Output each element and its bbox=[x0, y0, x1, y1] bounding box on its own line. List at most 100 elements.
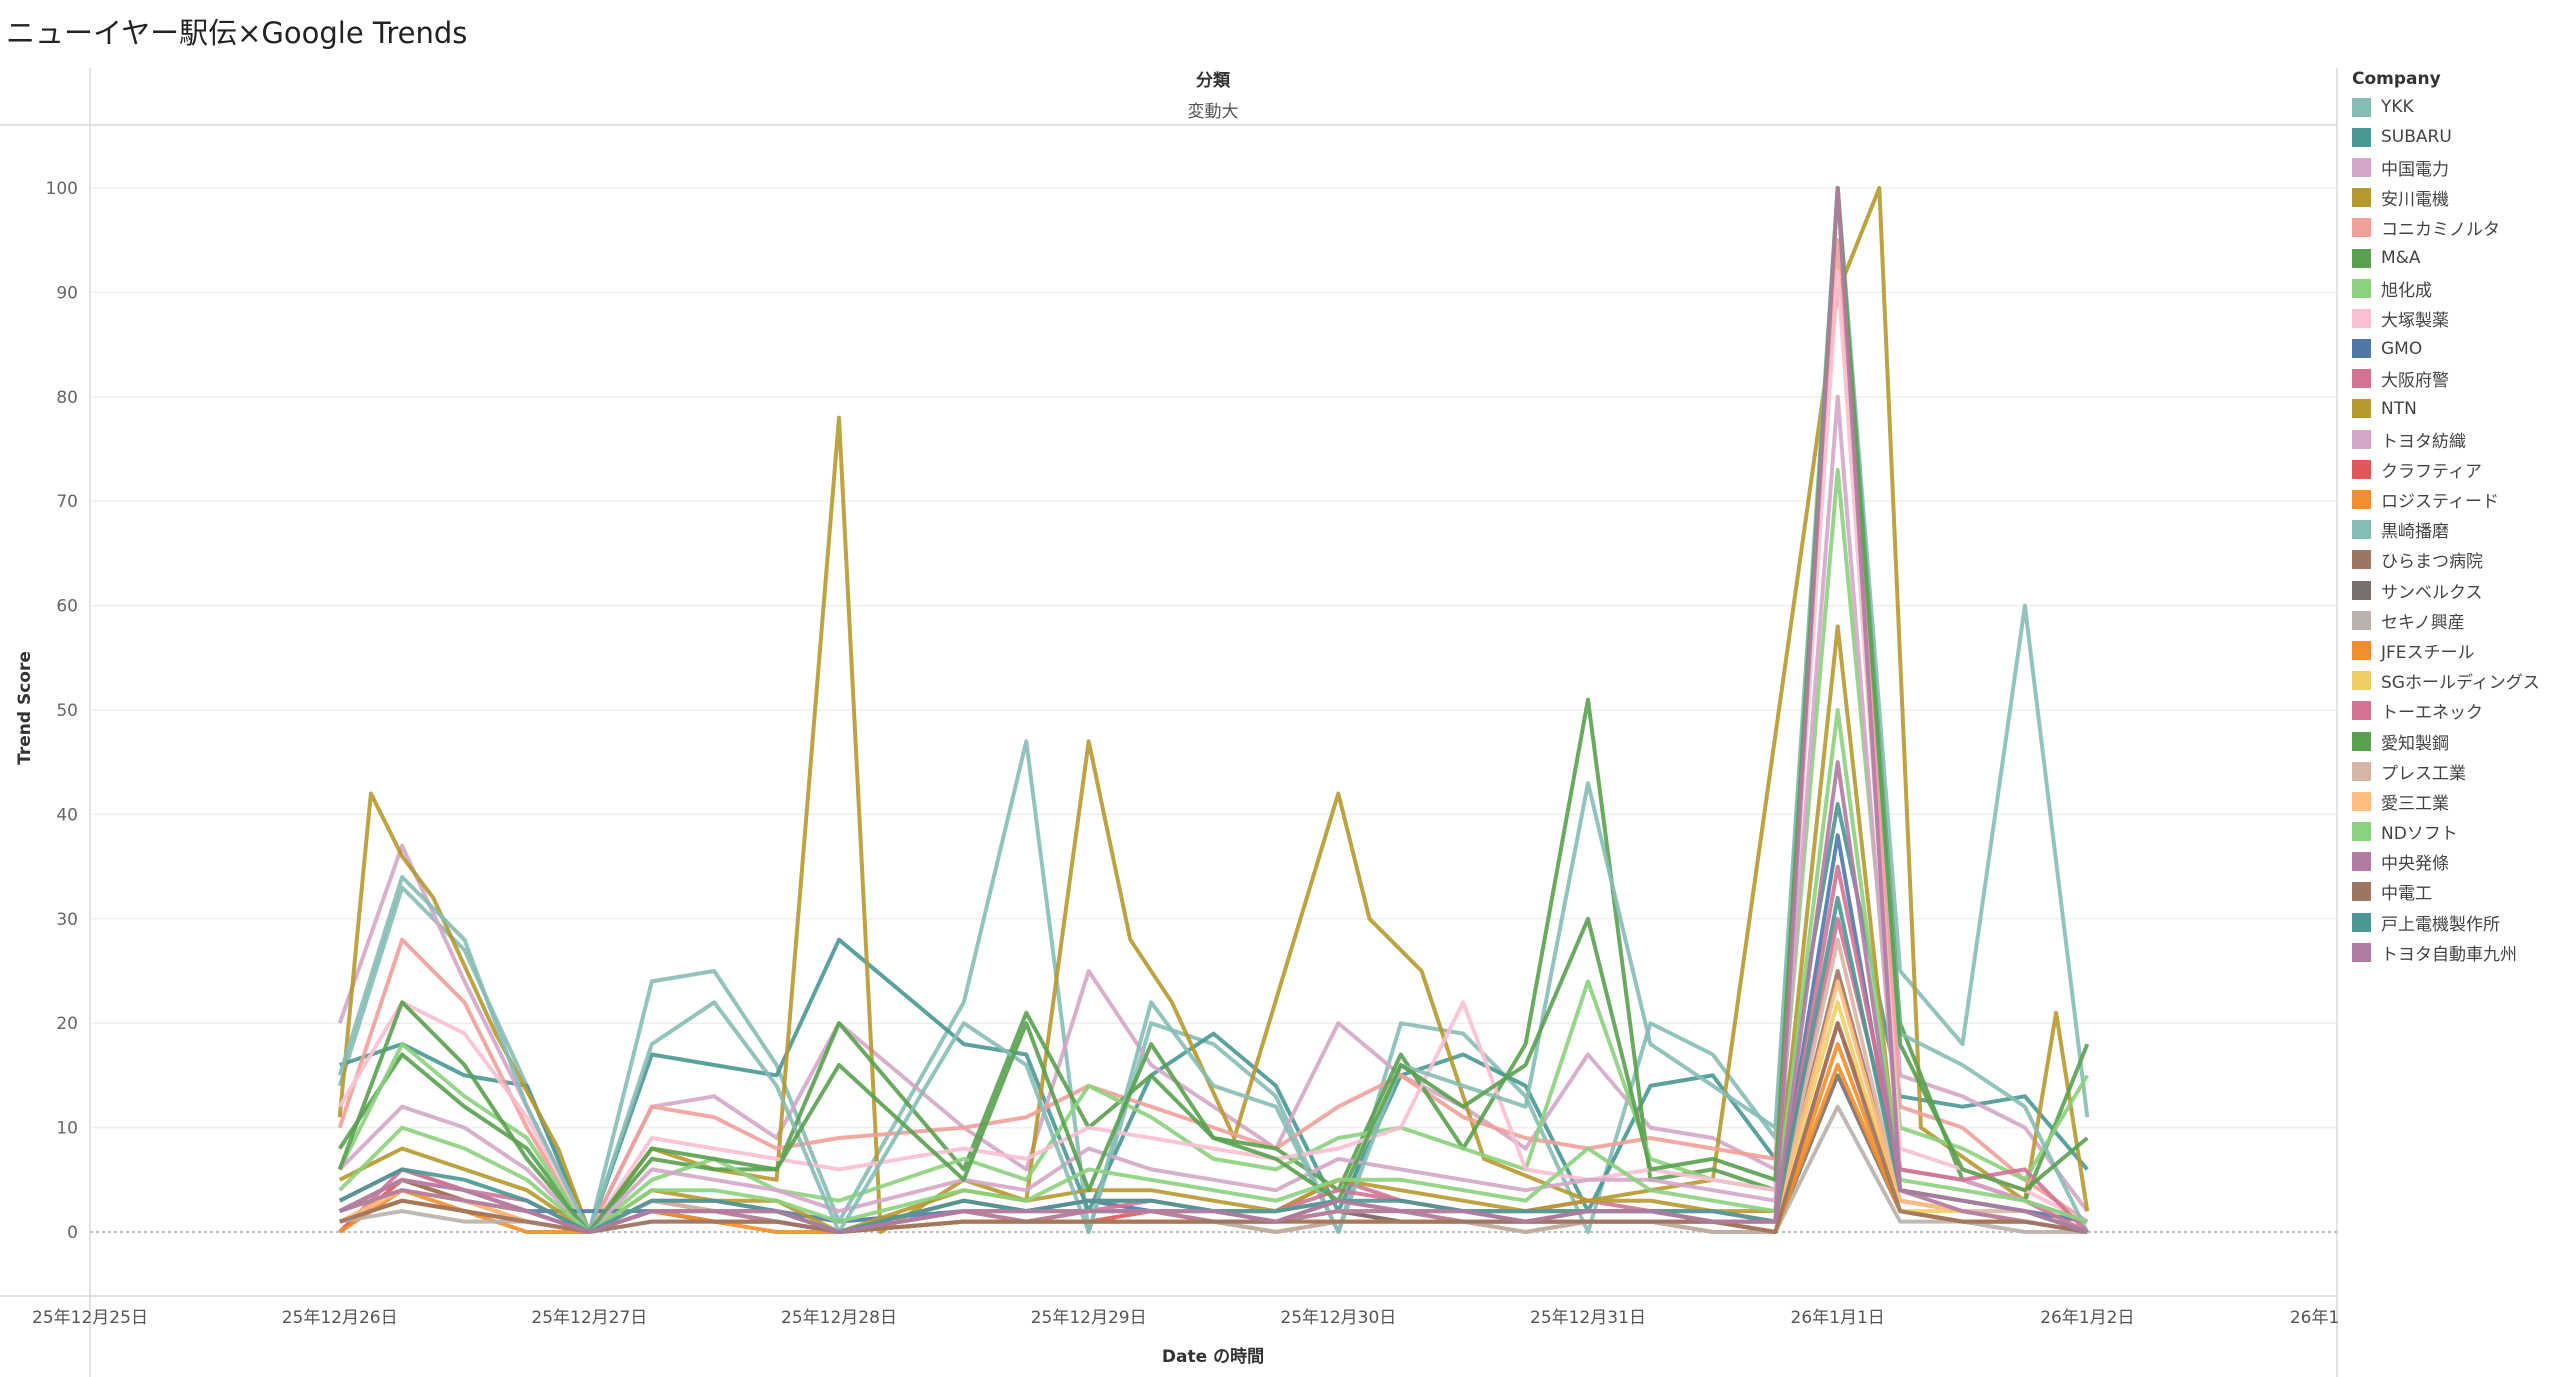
legend-swatch bbox=[2352, 882, 2371, 902]
legend-item[interactable]: トーエネック bbox=[2352, 696, 2557, 726]
legend-item[interactable]: トヨタ自動車九州 bbox=[2352, 937, 2557, 967]
legend-item[interactable]: トヨタ紡織 bbox=[2352, 424, 2557, 454]
legend-label: トヨタ自動車九州 bbox=[2381, 944, 2517, 965]
legend-swatch bbox=[2352, 550, 2371, 570]
legend-label: 中央発條 bbox=[2381, 854, 2449, 875]
legend-item[interactable]: GMO bbox=[2352, 334, 2557, 364]
y-tick-labels: 0 10 20 30 40 50 60 70 80 90 100 bbox=[46, 179, 78, 1243]
x-tick-label: 25年12月31日 bbox=[1530, 1308, 1646, 1328]
legend-swatch bbox=[2352, 912, 2371, 932]
series-line bbox=[338, 708, 2088, 1234]
x-tick-label: 25年12月26日 bbox=[282, 1308, 398, 1328]
legend-item[interactable]: 愛知製鋼 bbox=[2352, 726, 2557, 756]
x-tick-label: 26年1月1日 bbox=[1791, 1308, 1885, 1328]
legend-swatch bbox=[2352, 369, 2371, 389]
legend-label: トーエネック bbox=[2381, 703, 2483, 724]
x-tick-labels: 25年12月25日 25年12月26日 25年12月27日 25年12月28日 25年1… bbox=[32, 1308, 2340, 1328]
legend-label: 愛三工業 bbox=[2381, 793, 2449, 814]
legend-swatch bbox=[2352, 791, 2371, 811]
legend-item[interactable]: 黒崎播磨 bbox=[2352, 515, 2557, 545]
legend-item[interactable]: 中電工 bbox=[2352, 877, 2557, 907]
legend-label: 旭化成 bbox=[2381, 280, 2432, 301]
page-title: ニューイヤー駅伝×Google Trends bbox=[6, 16, 468, 50]
legend-item[interactable]: SGホールディングス bbox=[2352, 666, 2557, 696]
legend-swatch bbox=[2352, 701, 2371, 721]
legend-item[interactable]: JFEスチール bbox=[2352, 635, 2557, 665]
series-line bbox=[338, 895, 2088, 1234]
legend-label: 愛知製鋼 bbox=[2381, 733, 2449, 754]
x-tick-label: 25年12月25日 bbox=[32, 1308, 148, 1328]
legend-item[interactable]: SUBARU bbox=[2352, 122, 2557, 152]
legend-items: YKK SUBARU 中国電力安川電機コニカミノルタ M&A 旭化成 大塚製薬 GMO 大阪府… bbox=[2352, 92, 2557, 967]
legend-swatch bbox=[2352, 429, 2371, 449]
legend-label: ロジスティード bbox=[2381, 492, 2499, 513]
legend-swatch bbox=[2352, 731, 2371, 751]
legend-label: 安川電機 bbox=[2381, 190, 2449, 211]
x-tick-label: 26年1月2日 bbox=[2040, 1308, 2134, 1328]
chart-frame bbox=[0, 68, 2338, 1377]
legend-label: SUBARU bbox=[2381, 127, 2452, 148]
y-tick-label: 90 bbox=[56, 283, 78, 303]
legend-item[interactable]: 旭化成 bbox=[2352, 273, 2557, 303]
x-axis-label: Date の時間 bbox=[1162, 1346, 1264, 1367]
legend-swatch bbox=[2352, 248, 2371, 268]
legend-item[interactable]: プレス工業 bbox=[2352, 756, 2557, 786]
legend-label: セキノ興産 bbox=[2381, 612, 2465, 633]
legend-swatch bbox=[2352, 822, 2371, 842]
legend-label: サンベルクス bbox=[2381, 582, 2483, 603]
legend-item[interactable]: 愛三工業 bbox=[2352, 786, 2557, 816]
legend-label: 大阪府警 bbox=[2381, 371, 2449, 392]
legend-item[interactable]: NDソフト bbox=[2352, 817, 2557, 847]
legend-item[interactable]: NTN bbox=[2352, 394, 2557, 424]
legend-label: YKK bbox=[2381, 97, 2414, 118]
legend-label: JFEスチール bbox=[2381, 642, 2475, 663]
legend-swatch bbox=[2352, 490, 2371, 510]
legend-item[interactable]: 中央発條 bbox=[2352, 847, 2557, 877]
legend-swatch bbox=[2352, 852, 2371, 872]
legend-item[interactable]: サンベルクス bbox=[2352, 575, 2557, 605]
legend-swatch bbox=[2352, 218, 2371, 238]
legend-swatch bbox=[2352, 399, 2371, 419]
x-tick-label: 25年12月29日 bbox=[1031, 1308, 1147, 1328]
legend-label: GMO bbox=[2381, 338, 2423, 359]
legend-item[interactable]: 戸上電機製作所 bbox=[2352, 907, 2557, 937]
y-tick-label: 100 bbox=[46, 179, 78, 199]
x-tick-label: 26年1月3日 bbox=[2290, 1308, 2340, 1328]
legend-label: M&A bbox=[2381, 248, 2421, 269]
legend-item[interactable]: 大塚製薬 bbox=[2352, 303, 2557, 333]
legend-swatch bbox=[2352, 459, 2371, 479]
y-gridlines bbox=[90, 187, 2337, 1129]
legend-label: コニカミノルタ bbox=[2381, 220, 2500, 241]
legend-swatch bbox=[2352, 520, 2371, 540]
legend-label: プレス工業 bbox=[2381, 763, 2466, 784]
trend-line-chart: 0 10 20 30 40 50 60 70 80 90 100 25年12月25日 25年12月26… bbox=[0, 68, 2340, 1377]
legend-swatch bbox=[2352, 610, 2371, 630]
legend-item[interactable]: ロジスティード bbox=[2352, 484, 2557, 514]
legend-item[interactable]: コニカミノルタ bbox=[2352, 213, 2557, 243]
y-tick-label: 10 bbox=[56, 1119, 78, 1139]
legend-swatch bbox=[2352, 188, 2371, 208]
legend-label: SGホールディングス bbox=[2381, 673, 2540, 694]
legend-swatch bbox=[2352, 671, 2371, 691]
y-axis-label: Trend Score bbox=[15, 651, 35, 765]
legend-swatch bbox=[2352, 97, 2371, 117]
legend-item[interactable]: クラフティア bbox=[2352, 454, 2557, 484]
legend-label: 中国電力 bbox=[2381, 159, 2449, 180]
legend-item[interactable]: 安川電機 bbox=[2352, 183, 2557, 213]
legend-item[interactable]: M&A bbox=[2352, 243, 2557, 273]
panel-header-label: 分類 bbox=[1196, 71, 1231, 91]
legend-item[interactable]: 中国電力 bbox=[2352, 152, 2557, 182]
legend-item[interactable]: 大阪府警 bbox=[2352, 364, 2557, 394]
legend-item[interactable]: YKK bbox=[2352, 92, 2557, 122]
legend-swatch bbox=[2352, 278, 2371, 298]
legend-label: NTN bbox=[2381, 398, 2417, 419]
legend-label: トヨタ紡織 bbox=[2381, 431, 2466, 452]
legend-item[interactable]: ひらまつ病院 bbox=[2352, 545, 2557, 575]
legend-swatch bbox=[2352, 157, 2371, 177]
legend-title: Company bbox=[2352, 69, 2441, 89]
legend-label: クラフティア bbox=[2381, 461, 2482, 482]
legend-item[interactable]: セキノ興産 bbox=[2352, 605, 2557, 635]
x-tick-label: 25年12月28日 bbox=[781, 1308, 897, 1328]
legend-swatch bbox=[2352, 308, 2371, 328]
legend: Company YKK SUBARU 中国電力安川電機コニカミノルタ M&A 旭化成 大塚… bbox=[2352, 66, 2557, 967]
